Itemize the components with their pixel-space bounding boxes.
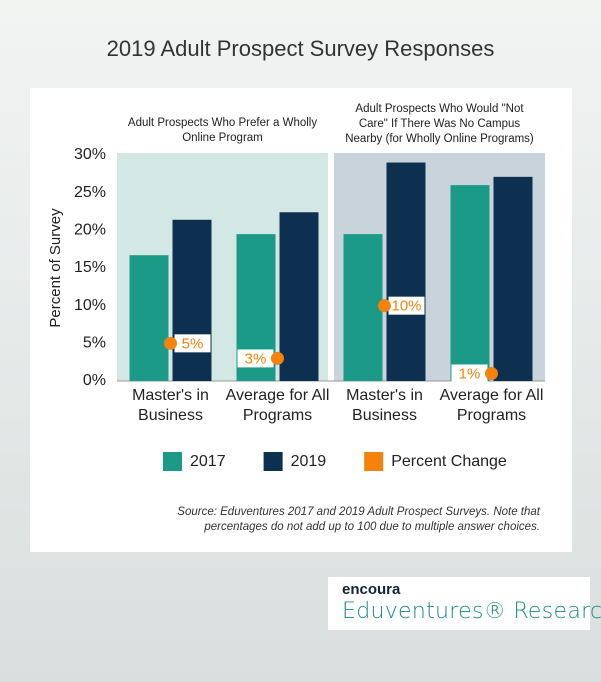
change-dot xyxy=(271,351,284,365)
legend-label: Percent Change xyxy=(391,453,507,470)
y-tick-label: 10% xyxy=(74,297,106,314)
bar xyxy=(386,162,426,381)
change-dot xyxy=(485,366,498,380)
data-label: 3% xyxy=(245,350,267,367)
data-label: 5% xyxy=(182,335,204,352)
legend-label: 2019 xyxy=(291,453,327,470)
legend-swatch xyxy=(364,452,384,471)
chart-title: 2019 Adult Prospect Survey Responses xyxy=(106,36,495,61)
logo: encoura Eduventures® Research xyxy=(328,577,601,630)
product: Eduventures® Research xyxy=(342,599,601,624)
y-tick-label: 20% xyxy=(74,222,106,239)
label-box xyxy=(451,364,488,383)
x-tick-label: Average for All Programs xyxy=(225,387,330,424)
bar xyxy=(343,234,383,381)
legend-label: 2017 xyxy=(190,453,226,470)
legend-swatch xyxy=(263,452,283,471)
bar xyxy=(129,255,169,381)
label-box xyxy=(237,349,274,368)
change-dot xyxy=(378,299,391,313)
x-tick-label: Master's in Business xyxy=(346,387,423,424)
bar xyxy=(450,185,490,381)
change-dot xyxy=(164,336,177,350)
y-tick-label: 0% xyxy=(83,372,106,389)
legend-swatch xyxy=(163,452,182,471)
y-axis-label: Percent of Survey xyxy=(47,208,64,328)
y-tick-label: 5% xyxy=(83,335,106,352)
bar xyxy=(493,176,533,381)
y-tick-label: 25% xyxy=(74,184,106,201)
y-tick-label: 30% xyxy=(74,146,106,163)
label-box xyxy=(174,334,211,353)
y-tick-label: 15% xyxy=(74,259,106,276)
panel-title: Adult Prospects Who Prefer a Wholly Onli… xyxy=(127,117,318,144)
panel-title: Adult Prospects Who Would "Not Care" If … xyxy=(345,103,534,145)
source-note: Source: Eduventures 2017 and 2019 Adult … xyxy=(177,506,540,533)
data-label: 1% xyxy=(459,365,481,382)
bar xyxy=(172,219,212,381)
x-tick-label: Average for All Programs xyxy=(439,387,544,424)
label-box xyxy=(388,296,425,315)
brand: encoura xyxy=(342,581,401,598)
data-label: 10% xyxy=(391,298,421,315)
bar xyxy=(279,212,319,381)
x-tick-label: Master's in Business xyxy=(132,387,209,424)
